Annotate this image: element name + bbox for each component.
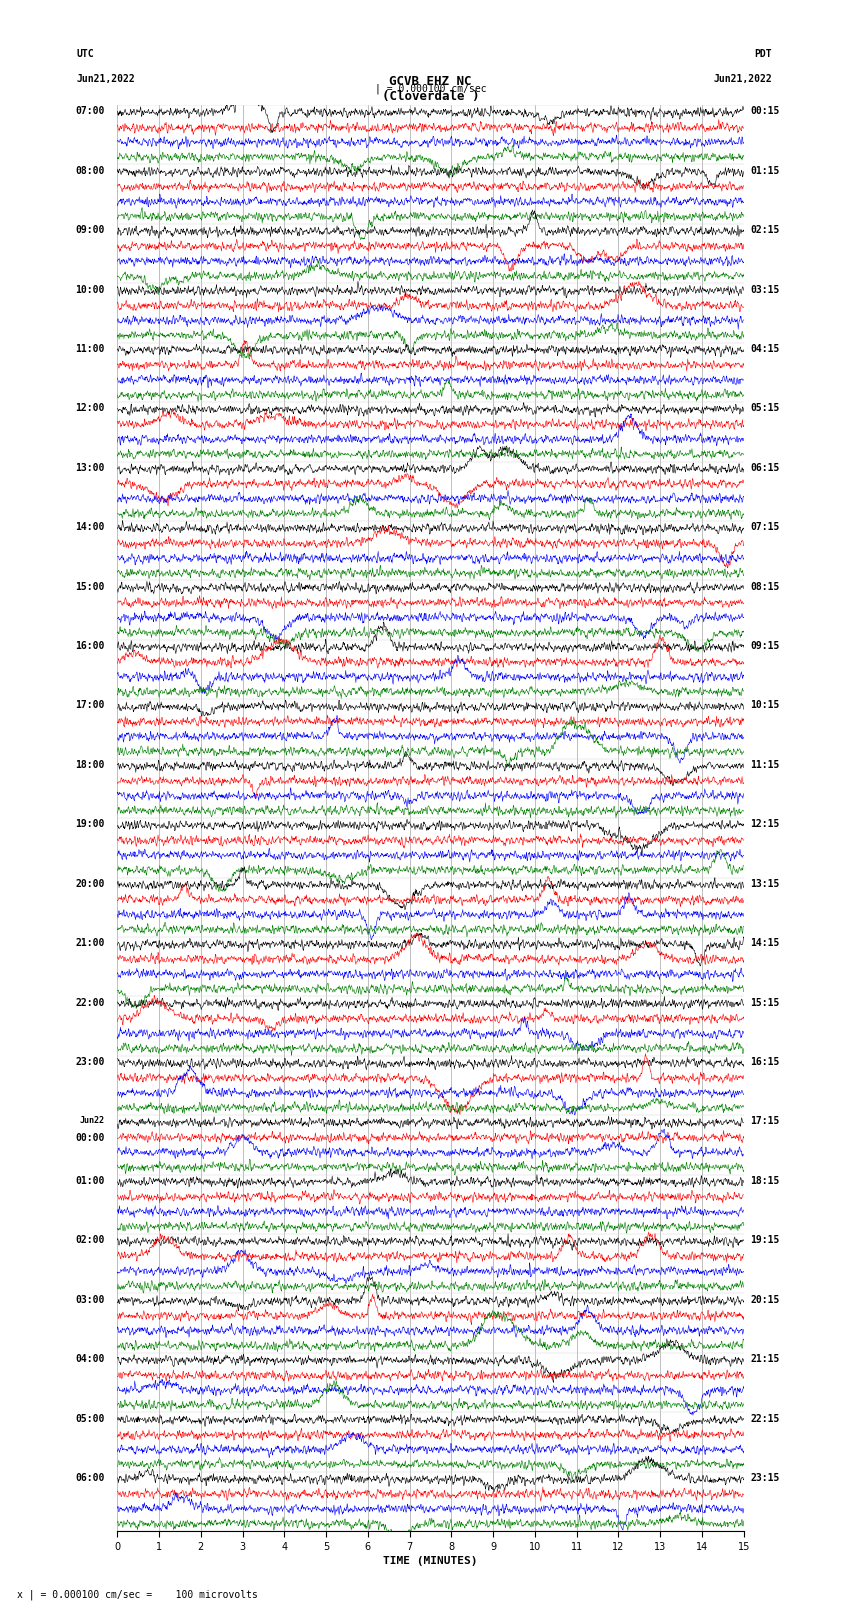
Text: 15:00: 15:00 [76, 582, 105, 592]
Text: 06:15: 06:15 [750, 463, 779, 473]
Text: 04:00: 04:00 [76, 1353, 105, 1365]
Text: 21:15: 21:15 [750, 1353, 779, 1365]
Text: 19:00: 19:00 [76, 819, 105, 829]
Text: 18:00: 18:00 [76, 760, 105, 769]
Text: 17:00: 17:00 [76, 700, 105, 710]
Text: | = 0.000100 cm/sec: | = 0.000100 cm/sec [375, 84, 486, 94]
Text: 01:00: 01:00 [76, 1176, 105, 1186]
Text: 14:00: 14:00 [76, 523, 105, 532]
Text: 22:00: 22:00 [76, 997, 105, 1008]
Text: UTC: UTC [76, 50, 94, 60]
Text: 09:15: 09:15 [750, 640, 779, 652]
Text: Jun22: Jun22 [80, 1116, 105, 1126]
Text: 11:00: 11:00 [76, 344, 105, 353]
Text: Jun21,2022: Jun21,2022 [76, 74, 135, 84]
Text: 15:15: 15:15 [750, 997, 779, 1008]
Text: 18:15: 18:15 [750, 1176, 779, 1186]
X-axis label: TIME (MINUTES): TIME (MINUTES) [383, 1557, 478, 1566]
Text: 09:00: 09:00 [76, 226, 105, 235]
Text: 12:15: 12:15 [750, 819, 779, 829]
Text: 01:15: 01:15 [750, 166, 779, 176]
Text: 05:00: 05:00 [76, 1413, 105, 1424]
Text: 12:00: 12:00 [76, 403, 105, 413]
Text: 07:00: 07:00 [76, 106, 105, 116]
Text: Jun21,2022: Jun21,2022 [713, 74, 772, 84]
Text: PDT: PDT [754, 50, 772, 60]
Text: 06:00: 06:00 [76, 1473, 105, 1482]
Text: 10:00: 10:00 [76, 284, 105, 295]
Text: 20:00: 20:00 [76, 879, 105, 889]
Text: 00:15: 00:15 [750, 106, 779, 116]
Text: 17:15: 17:15 [750, 1116, 779, 1126]
Text: 08:00: 08:00 [76, 166, 105, 176]
Title: GCVB EHZ NC
(Cloverdale ): GCVB EHZ NC (Cloverdale ) [382, 74, 479, 103]
Text: 04:15: 04:15 [750, 344, 779, 353]
Text: 23:00: 23:00 [76, 1057, 105, 1066]
Text: 03:00: 03:00 [76, 1295, 105, 1305]
Text: 07:15: 07:15 [750, 523, 779, 532]
Text: 02:15: 02:15 [750, 226, 779, 235]
Text: 22:15: 22:15 [750, 1413, 779, 1424]
Text: 03:15: 03:15 [750, 284, 779, 295]
Text: 23:15: 23:15 [750, 1473, 779, 1482]
Text: 13:15: 13:15 [750, 879, 779, 889]
Text: 20:15: 20:15 [750, 1295, 779, 1305]
Text: 13:00: 13:00 [76, 463, 105, 473]
Text: 11:15: 11:15 [750, 760, 779, 769]
Text: 02:00: 02:00 [76, 1236, 105, 1245]
Text: 21:00: 21:00 [76, 939, 105, 948]
Text: 10:15: 10:15 [750, 700, 779, 710]
Text: 05:15: 05:15 [750, 403, 779, 413]
Text: 00:00: 00:00 [76, 1132, 105, 1144]
Text: 16:00: 16:00 [76, 640, 105, 652]
Text: 19:15: 19:15 [750, 1236, 779, 1245]
Text: 16:15: 16:15 [750, 1057, 779, 1066]
Text: 08:15: 08:15 [750, 582, 779, 592]
Text: 14:15: 14:15 [750, 939, 779, 948]
Text: x | = 0.000100 cm/sec =    100 microvolts: x | = 0.000100 cm/sec = 100 microvolts [17, 1589, 258, 1600]
